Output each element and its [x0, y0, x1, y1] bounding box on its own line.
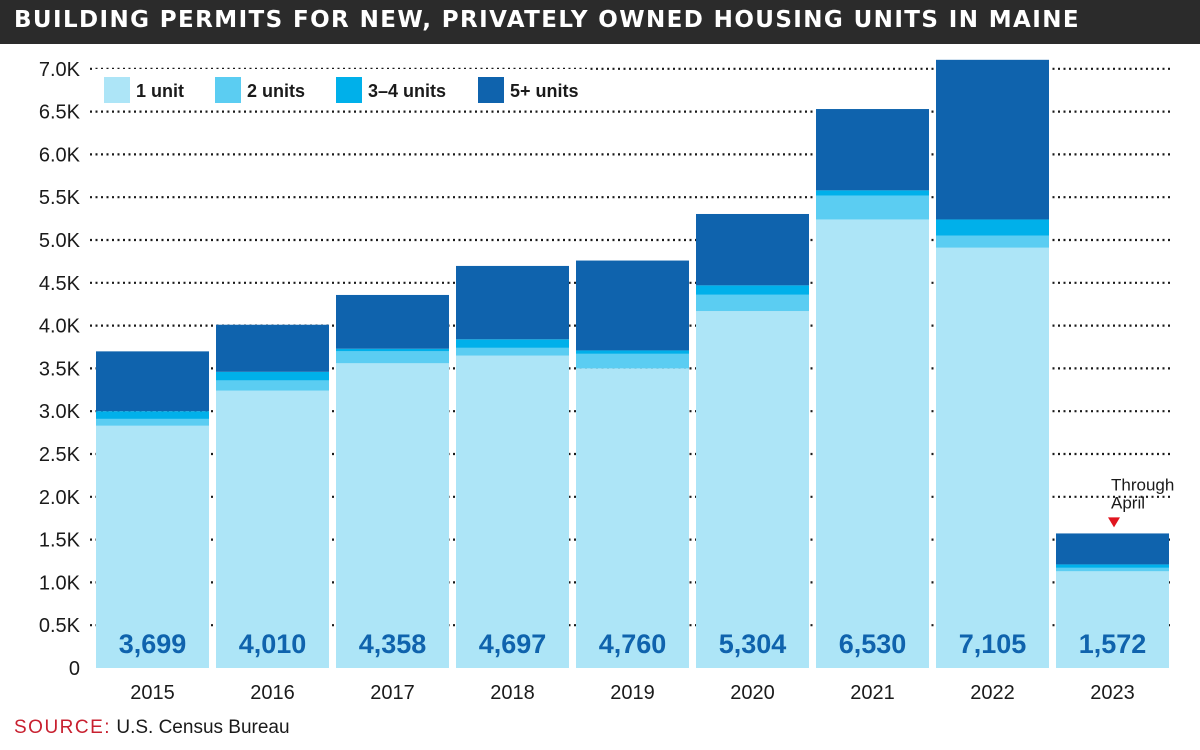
- y-tick-label: 3.0K: [39, 401, 81, 423]
- bar-2020-1-unit: [696, 311, 809, 668]
- chart-title: BUILDING PERMITS FOR NEW, PRIVATELY OWNE…: [14, 7, 1080, 33]
- down-triangle-icon: [1108, 517, 1120, 528]
- legend-swatch-1-unit: [104, 77, 130, 103]
- bar-2015-5-units: [96, 351, 209, 412]
- y-tick-label: 2.0K: [39, 487, 81, 509]
- bar-2022-3-4-units: [936, 219, 1049, 236]
- x-tick-label: 2022: [970, 682, 1015, 704]
- legend-swatch-3-4-units: [336, 77, 362, 103]
- bar-2022-2-units: [936, 235, 1049, 248]
- total-label-2021: 6,530: [839, 629, 907, 659]
- y-tick-label: 7.0K: [39, 59, 81, 81]
- x-tick-label: 2023: [1090, 682, 1135, 704]
- y-tick-label: 3.5K: [39, 358, 81, 380]
- y-tick-label: 4.0K: [39, 316, 81, 338]
- bar-2019-3-4-units: [576, 350, 689, 354]
- bar-2021-1-unit: [816, 219, 929, 668]
- bar-2021-5-units: [816, 109, 929, 191]
- bar-2017-1-unit: [336, 363, 449, 668]
- bar-2020-3-4-units: [696, 285, 809, 295]
- y-tick-label: 0: [69, 658, 80, 680]
- y-axis: 0 0.5K 1.0K 1.5K 2.0K 2.5K 3.0K 3.5K 4.0K 4.5K 5.0…: [39, 59, 81, 680]
- x-tick-label: 2017: [370, 682, 415, 704]
- bar-2019-5-units: [576, 260, 689, 351]
- y-tick-label: 5.0K: [39, 230, 81, 252]
- source-label: SOURCE:: [14, 717, 112, 738]
- bar-2017-5-units: [336, 294, 449, 349]
- bar-2022-5-units: [936, 59, 1049, 220]
- x-tick-label: 2019: [610, 682, 655, 704]
- legend-label-2-units: 2 units: [247, 81, 305, 101]
- bars: [96, 59, 1169, 669]
- x-tick-label: 2015: [130, 682, 175, 704]
- y-tick-label: 0.5K: [39, 615, 81, 637]
- bar-2023-2-units: [1056, 567, 1169, 572]
- total-label-2016: 4,010: [239, 629, 307, 659]
- x-tick-label: 2020: [730, 682, 775, 704]
- bar-2018-3-4-units: [456, 339, 569, 348]
- bar-2015-2-units: [96, 418, 209, 426]
- x-tick-label: 2021: [850, 682, 895, 704]
- bar-2023-1-unit: [1056, 571, 1169, 668]
- legend-label-5-units: 5+ units: [510, 81, 579, 101]
- legend-label-3-4-units: 3–4 units: [368, 81, 446, 101]
- bar-2016-1-unit: [216, 390, 329, 668]
- legend-swatch-2-units: [215, 77, 241, 103]
- bar-2016-3-4-units: [216, 371, 329, 381]
- total-label-2023: 1,572: [1079, 629, 1147, 659]
- bar-2018-1-unit: [456, 355, 569, 668]
- y-tick-label: 4.5K: [39, 273, 81, 295]
- bar-2020-5-units: [696, 213, 809, 286]
- y-tick-label: 2.5K: [39, 444, 81, 466]
- bar-2019-1-unit: [576, 368, 689, 668]
- y-tick-label: 6.0K: [39, 144, 81, 166]
- bar-2017-3-4-units: [336, 348, 449, 352]
- legend: 1 unit 2 units 3–4 units 5+ units: [94, 69, 588, 109]
- bar-2018-5-units: [456, 265, 569, 340]
- y-tick-label: 6.5K: [39, 102, 81, 124]
- bar-2019-2-units: [576, 353, 689, 369]
- y-tick-label: 1.5K: [39, 530, 81, 552]
- x-tick-label: 2018: [490, 682, 535, 704]
- x-tick-label: 2016: [250, 682, 295, 704]
- bar-2015-3-4-units: [96, 411, 209, 419]
- source-text: U.S. Census Bureau: [116, 717, 290, 738]
- title-bar: BUILDING PERMITS FOR NEW, PRIVATELY OWNE…: [0, 0, 1200, 44]
- total-label-2018: 4,697: [479, 629, 547, 659]
- total-labels: 3,699 4,010 4,358 4,697 4,760 5,304 6,530 7,105…: [119, 629, 1147, 659]
- bar-2015-1-unit: [96, 425, 209, 668]
- source-note: SOURCE: U.S. Census Bureau: [14, 717, 290, 739]
- bar-2016-5-units: [216, 324, 329, 372]
- bar-2022-1-unit: [936, 247, 1049, 669]
- annotation-line2: April: [1111, 493, 1145, 512]
- bar-2021-2-units: [816, 195, 929, 220]
- y-tick-label: 1.0K: [39, 572, 81, 594]
- bar-2018-2-units: [456, 347, 569, 356]
- y-tick-label: 5.5K: [39, 187, 81, 209]
- bar-2023-5-units: [1056, 533, 1169, 565]
- x-axis: 2015 2016 2017 2018 2019 2020 2021 2022 2023: [130, 682, 1135, 704]
- bar-2023-3-4-units: [1056, 564, 1169, 568]
- total-label-2015: 3,699: [119, 629, 187, 659]
- legend-label-1-unit: 1 unit: [136, 81, 184, 101]
- stacked-bar-chart: 0 0.5K 1.0K 1.5K 2.0K 2.5K 3.0K 3.5K 4.0K 4.5K 5.0…: [39, 59, 1174, 704]
- legend-swatch-5-units: [478, 77, 504, 103]
- total-label-2017: 4,358: [359, 629, 427, 659]
- bar-2016-2-units: [216, 380, 329, 391]
- bar-2021-3-4-units: [816, 190, 929, 196]
- total-label-2022: 7,105: [959, 629, 1027, 659]
- total-label-2020: 5,304: [719, 629, 787, 659]
- bar-2020-2-units: [696, 294, 809, 312]
- annotation-line1: Through: [1111, 475, 1174, 494]
- bar-2017-2-units: [336, 351, 449, 364]
- total-label-2019: 4,760: [599, 629, 667, 659]
